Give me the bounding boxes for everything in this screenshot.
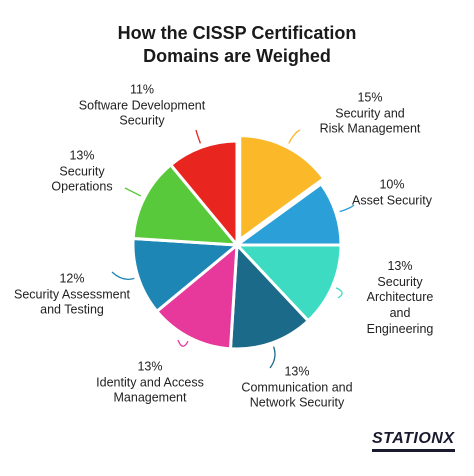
value-label: 12% — [59, 271, 85, 286]
leader-line — [288, 129, 301, 144]
value-label: 11% — [129, 82, 155, 97]
value-label: 13% — [284, 364, 310, 379]
pie-slice — [168, 139, 239, 250]
leader-line — [124, 187, 142, 197]
category-label: Security and Risk Management — [319, 106, 421, 136]
data-label: 12% Security Assessment and Testing — [14, 272, 130, 319]
category-label: Security Architecture and Engineering — [366, 274, 434, 336]
pie-slice — [131, 162, 241, 247]
pie-slice — [238, 134, 326, 243]
category-label: Security Assessment and Testing — [13, 287, 131, 317]
value-label: 13% — [69, 148, 95, 163]
category-label: Software Development Security — [78, 98, 206, 128]
category-label: Security Operations — [51, 164, 113, 194]
data-label: 13% Security Architecture and Engineering — [363, 259, 437, 337]
data-label: 15% Security and Risk Management — [320, 91, 421, 138]
data-label: 10% Asset Security — [352, 177, 432, 208]
data-label: 13% Security Operations — [51, 149, 112, 196]
pie-slice — [131, 236, 241, 314]
leader-line — [339, 204, 355, 213]
value-label: 13% — [387, 258, 413, 273]
data-label: 13% Communication and Network Security — [241, 365, 352, 412]
leader-line — [269, 346, 276, 369]
leader-line — [335, 287, 343, 299]
chart-title: How the CISSP Certification Domains are … — [117, 23, 357, 67]
pie-slice — [233, 243, 343, 323]
value-label: 13% — [137, 359, 163, 374]
data-label: 11% Software Development Security — [79, 83, 205, 130]
category-label: Communication and Network Security — [241, 380, 353, 410]
leader-line — [111, 271, 135, 281]
value-label: 10% — [379, 177, 405, 192]
value-label: 15% — [357, 90, 383, 105]
category-label: Identity and Access Management — [96, 375, 204, 405]
leader-line — [177, 339, 189, 347]
brand-logo: STATIONX — [372, 430, 455, 452]
leader-line — [195, 129, 202, 144]
category-label: Asset Security — [352, 193, 432, 207]
data-label: 13% Identity and Access Management — [96, 360, 204, 407]
pie-slice — [228, 241, 311, 351]
pie-slice — [154, 241, 239, 351]
